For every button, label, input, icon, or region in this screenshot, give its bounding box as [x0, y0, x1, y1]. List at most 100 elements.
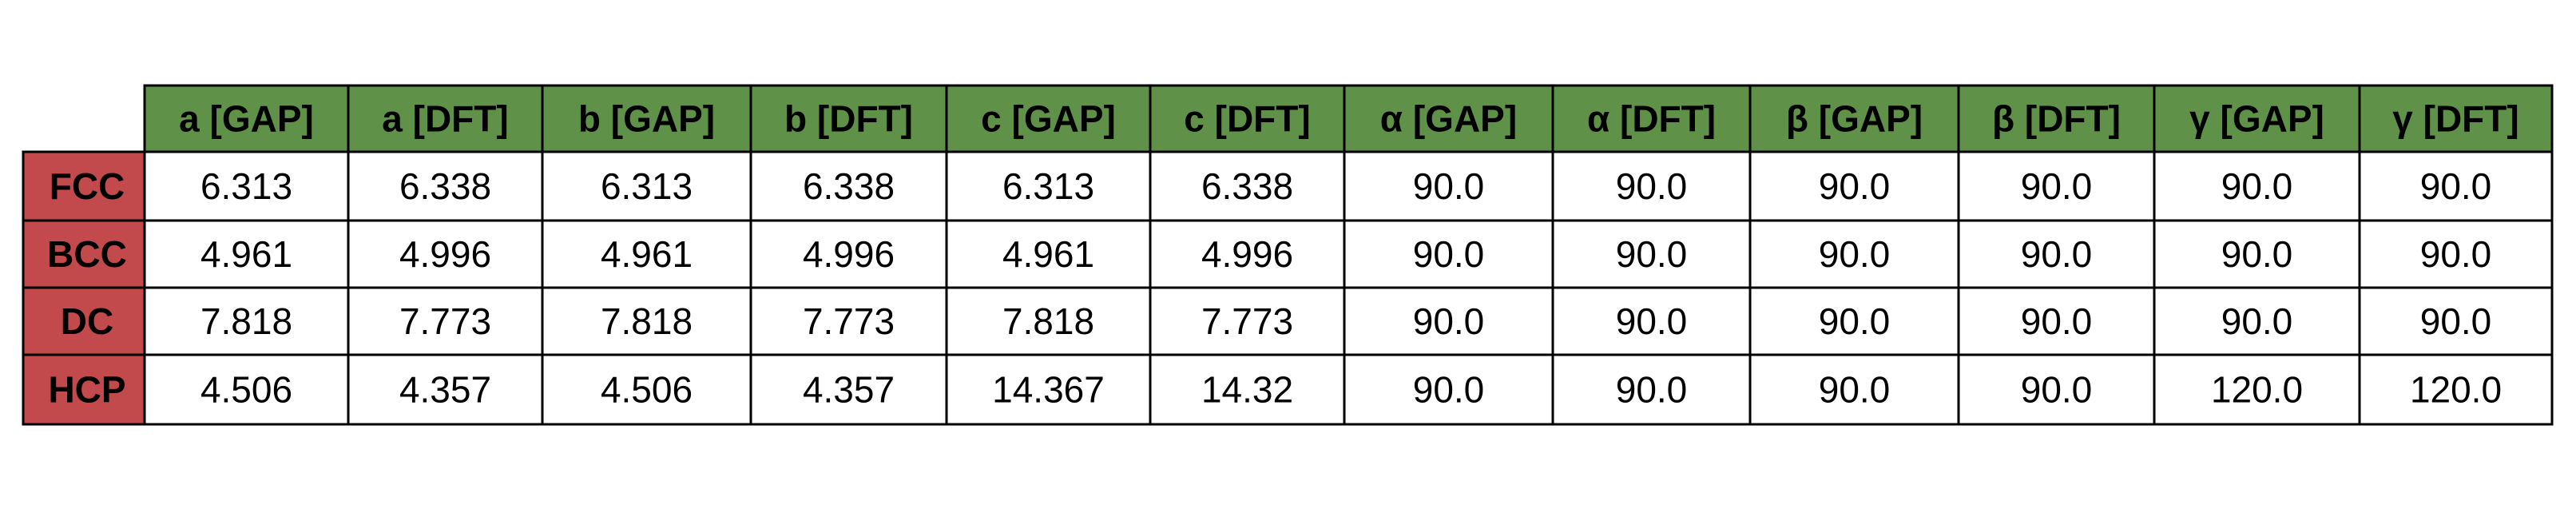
cell-value: 90.0 — [1413, 165, 1485, 207]
cell-value: 6.338 — [1201, 165, 1293, 207]
cell-value: 4.996 — [803, 233, 895, 275]
header-label: c [GAP] — [981, 98, 1116, 140]
cell — [1551, 286, 1752, 356]
cell-value: 90.0 — [1819, 300, 1891, 342]
header-cell — [347, 84, 544, 153]
cell-value: 7.818 — [1002, 300, 1094, 342]
cell — [945, 219, 1152, 289]
cell-value: 90.0 — [1819, 369, 1891, 411]
cell — [749, 150, 948, 222]
cell — [1748, 353, 1960, 426]
row-label: HCP — [48, 369, 125, 411]
cell-value: 90.0 — [1819, 165, 1891, 207]
cell-value: 90.0 — [2420, 233, 2492, 275]
cell — [1748, 150, 1960, 222]
cell — [1149, 353, 1346, 426]
cell-value: 90.0 — [2021, 165, 2093, 207]
header-label: a [DFT] — [382, 98, 508, 140]
cell-value: 90.0 — [1616, 300, 1688, 342]
cell-value: 4.961 — [601, 233, 693, 275]
cell — [2153, 353, 2361, 426]
header-label: b [DFT] — [784, 98, 913, 140]
cell — [2358, 150, 2554, 222]
cell-value: 7.773 — [1201, 300, 1293, 342]
cell-value: 4.996 — [399, 233, 491, 275]
cell — [945, 150, 1152, 222]
cell-value: 90.0 — [1819, 233, 1891, 275]
cell-value: 90.0 — [2021, 300, 2093, 342]
cell-value: 90.0 — [2221, 233, 2293, 275]
header-label: α [DFT] — [1587, 98, 1716, 140]
cell — [2358, 219, 2554, 289]
row-header-cell — [22, 150, 146, 222]
cell — [749, 353, 948, 426]
cell — [1748, 286, 1960, 356]
cell-value: 7.818 — [601, 300, 693, 342]
cell — [1957, 150, 2156, 222]
cell-value: 90.0 — [2420, 300, 2492, 342]
cell-value: 6.313 — [601, 165, 693, 207]
cell — [541, 353, 752, 426]
cell — [1343, 353, 1554, 426]
cell — [1149, 286, 1346, 356]
cell — [347, 150, 544, 222]
cell — [2358, 286, 2554, 356]
cell — [1343, 286, 1554, 356]
header-label: α [GAP] — [1380, 98, 1517, 140]
cell — [347, 286, 544, 356]
cell — [945, 286, 1152, 356]
cell — [749, 286, 948, 356]
cell-value: 7.818 — [200, 300, 292, 342]
header-label: γ [GAP] — [2189, 98, 2324, 140]
cell-value: 6.338 — [803, 165, 895, 207]
cell-value: 90.0 — [2221, 165, 2293, 207]
cell — [1551, 150, 1752, 222]
cell-value: 90.0 — [1413, 369, 1485, 411]
header-label: a [GAP] — [179, 98, 314, 140]
cell — [945, 353, 1152, 426]
row-label: DC — [61, 300, 113, 342]
cell — [1551, 353, 1752, 426]
cell-value: 90.0 — [2221, 300, 2293, 342]
row-header-cell — [22, 353, 146, 426]
header-cell — [1957, 84, 2156, 153]
cell-value: 14.32 — [1201, 369, 1293, 411]
cell-value: 90.0 — [1413, 300, 1485, 342]
cell — [1957, 353, 2156, 426]
cell — [541, 219, 752, 289]
cell-value: 90.0 — [1413, 233, 1485, 275]
cell — [2153, 150, 2361, 222]
header-cell — [541, 84, 752, 153]
cell-value: 120.0 — [2410, 369, 2502, 411]
cell-value: 90.0 — [2420, 165, 2492, 207]
row-label: FCC — [50, 165, 125, 207]
cell-value: 90.0 — [1616, 165, 1688, 207]
header-cell — [1748, 84, 1960, 153]
cell-value: 4.961 — [200, 233, 292, 275]
header-cell — [1551, 84, 1752, 153]
cell-value: 6.313 — [200, 165, 292, 207]
cell — [541, 150, 752, 222]
header-cell — [143, 84, 350, 153]
cell-value: 90.0 — [2021, 233, 2093, 275]
header-label: c [DFT] — [1184, 98, 1310, 140]
cell-value: 7.773 — [399, 300, 491, 342]
cell-value: 6.338 — [399, 165, 491, 207]
row-header-cell — [22, 219, 146, 289]
cell — [1957, 286, 2156, 356]
cell-value: 4.996 — [1201, 233, 1293, 275]
cell-value: 4.357 — [399, 369, 491, 411]
cell — [749, 219, 948, 289]
cell-value: 90.0 — [1616, 233, 1688, 275]
cell — [143, 150, 350, 222]
cell-value: 90.0 — [1616, 369, 1688, 411]
cell-value: 90.0 — [2021, 369, 2093, 411]
cell — [143, 353, 350, 426]
cell-value: 4.357 — [803, 369, 895, 411]
cell — [347, 353, 544, 426]
cell-value: 4.506 — [601, 369, 693, 411]
header-cell — [2358, 84, 2554, 153]
cell-value: 14.367 — [992, 369, 1105, 411]
cell-value: 7.773 — [803, 300, 895, 342]
